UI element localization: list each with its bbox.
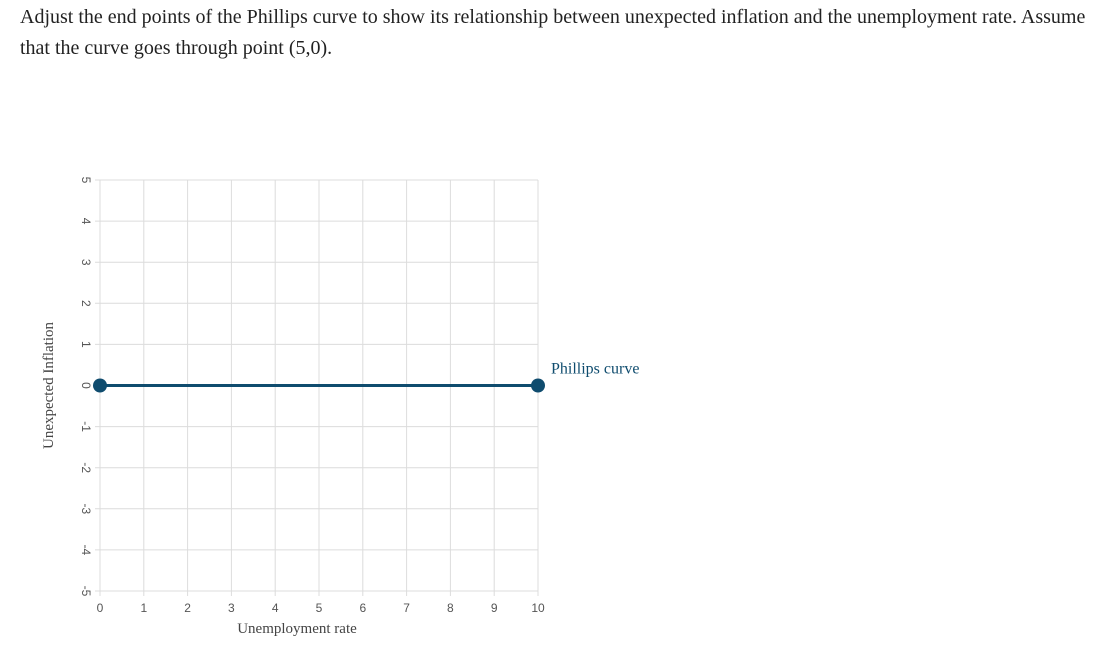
y-tick-label: 0	[79, 382, 93, 389]
series: Phillips curve	[93, 361, 639, 393]
y-tick-label: -1	[79, 421, 93, 432]
x-tick-label: 2	[184, 601, 191, 615]
question-text: Adjust the end points of the Phillips cu…	[20, 6, 1086, 59]
phillips-curve-label: Phillips curve	[551, 361, 639, 378]
x-tick-label: 7	[403, 601, 410, 615]
x-tick-label: 10	[531, 601, 545, 615]
y-tick-label: 5	[79, 177, 93, 184]
y-tick-label: -5	[79, 586, 93, 597]
x-axis-title: Unemployment rate	[237, 621, 357, 637]
x-tick-label: 4	[272, 601, 279, 615]
x-tick-label: 1	[140, 601, 147, 615]
x-tick-label: 0	[97, 601, 104, 615]
x-tick-label: 3	[228, 601, 235, 615]
left-endpoint-handle[interactable]	[93, 378, 107, 393]
right-endpoint-handle[interactable]	[531, 378, 545, 393]
x-tick-label: 9	[491, 601, 498, 615]
y-tick-label: 1	[79, 341, 93, 348]
y-axis-title: Unexpected Inflation	[41, 321, 57, 449]
y-tick-label: -4	[79, 545, 93, 556]
y-tick-label: 4	[79, 218, 93, 225]
y-tick-label: 2	[79, 300, 93, 307]
y-tick-label: -3	[79, 503, 93, 514]
y-tick-label: -2	[79, 462, 93, 473]
y-tick-label: 3	[79, 259, 93, 266]
grid	[95, 179, 539, 596]
x-tick-label: 6	[359, 601, 366, 615]
x-tick-label: 5	[316, 601, 323, 615]
x-tick-label: 8	[447, 601, 454, 615]
